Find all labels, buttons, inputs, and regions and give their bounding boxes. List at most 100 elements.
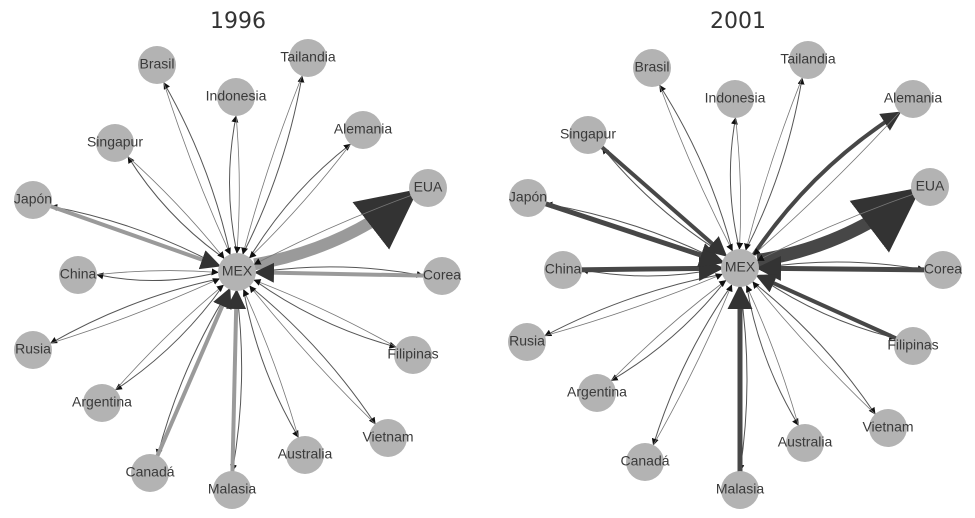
edge-thick: [253, 189, 419, 271]
edge: [610, 280, 727, 381]
edge: [253, 279, 397, 349]
edge: [249, 143, 351, 259]
edge-thick: [253, 262, 439, 283]
edge: [233, 115, 241, 254]
edge: [659, 84, 733, 251]
edge: [127, 156, 225, 259]
node: [924, 251, 962, 289]
node: [14, 331, 52, 369]
node: [409, 169, 447, 207]
node-label: MEX: [222, 263, 253, 279]
edge: [544, 273, 723, 337]
node-label: Corea: [924, 261, 962, 277]
edge: [753, 112, 900, 256]
edge: [96, 271, 219, 281]
nodes: MEX EUA Corea Filipinas Vietnam Australia Mala…: [14, 39, 962, 509]
edges: [36, 75, 940, 487]
edge: [746, 285, 799, 426]
edge: [744, 77, 803, 251]
node-label: Argentina: [72, 394, 132, 410]
edge: [746, 285, 799, 426]
node-label: Japón: [509, 189, 547, 205]
node: [911, 168, 949, 206]
node-label: Tailandia: [780, 51, 835, 67]
edge-thick: [226, 288, 247, 487]
node-label: Japón: [14, 191, 52, 207]
node: [626, 443, 664, 481]
node: [509, 179, 547, 217]
edge: [249, 285, 376, 425]
node: [569, 116, 607, 154]
edge: [229, 115, 239, 254]
edge: [253, 195, 411, 265]
node: [894, 80, 932, 118]
edge: [752, 281, 876, 415]
node-label: EUA: [916, 178, 945, 194]
node: [344, 111, 382, 149]
node-label: Argentina: [567, 384, 627, 400]
edge-thick: [755, 255, 940, 281]
edge: [653, 284, 733, 446]
node: [213, 471, 251, 509]
edge: [253, 279, 397, 348]
node-label: Vietnam: [362, 429, 413, 445]
node: [423, 257, 461, 295]
node: [217, 78, 255, 116]
node-label: China: [60, 266, 97, 282]
edge: [50, 278, 220, 344]
edge: [249, 143, 351, 259]
edge: [242, 75, 305, 255]
edge-thick: [751, 111, 902, 256]
edge-thick: [531, 196, 725, 268]
node: [59, 256, 97, 294]
edge-thick: [566, 255, 725, 281]
node-label: Australia: [278, 446, 333, 462]
node-label: China: [545, 261, 582, 277]
node: [721, 471, 759, 509]
node-label: Rusia: [509, 333, 545, 349]
edge: [230, 290, 243, 472]
edge: [241, 75, 303, 255]
edge: [745, 77, 805, 251]
node-label: Indonesia: [705, 90, 766, 106]
node: [544, 251, 582, 289]
node: [14, 181, 52, 219]
edge: [163, 82, 231, 255]
edge: [163, 82, 231, 255]
edge: [96, 268, 219, 276]
edge: [659, 85, 733, 252]
node: [369, 419, 407, 457]
node: [716, 80, 754, 118]
node: [218, 253, 256, 291]
node-label: Canadá: [125, 464, 174, 480]
node-label: Tailandia: [280, 49, 335, 65]
node: [96, 124, 134, 162]
node: [286, 436, 324, 474]
edge-thick: [36, 199, 221, 270]
node-label: Rusia: [15, 341, 51, 357]
node: [508, 323, 546, 361]
node-label: EUA: [414, 179, 443, 195]
edge: [651, 284, 733, 446]
edge: [735, 117, 744, 250]
node-label: Corea: [423, 267, 461, 283]
node: [721, 249, 759, 287]
node-label: Indonesia: [206, 88, 267, 104]
node: [289, 39, 327, 77]
node: [394, 336, 432, 374]
node-label: Filipinas: [887, 337, 938, 353]
node-label: Alemania: [884, 90, 943, 106]
edge: [611, 280, 727, 381]
edge: [255, 266, 424, 278]
edge: [243, 289, 299, 438]
node-label: Filipinas: [387, 346, 438, 362]
edge: [115, 284, 224, 391]
edge: [249, 285, 376, 425]
edge-thick: [149, 287, 232, 471]
node: [633, 49, 671, 87]
node-label: Malasia: [208, 481, 256, 497]
edge-thick: [589, 136, 728, 257]
node: [83, 384, 121, 422]
edge: [243, 289, 299, 438]
